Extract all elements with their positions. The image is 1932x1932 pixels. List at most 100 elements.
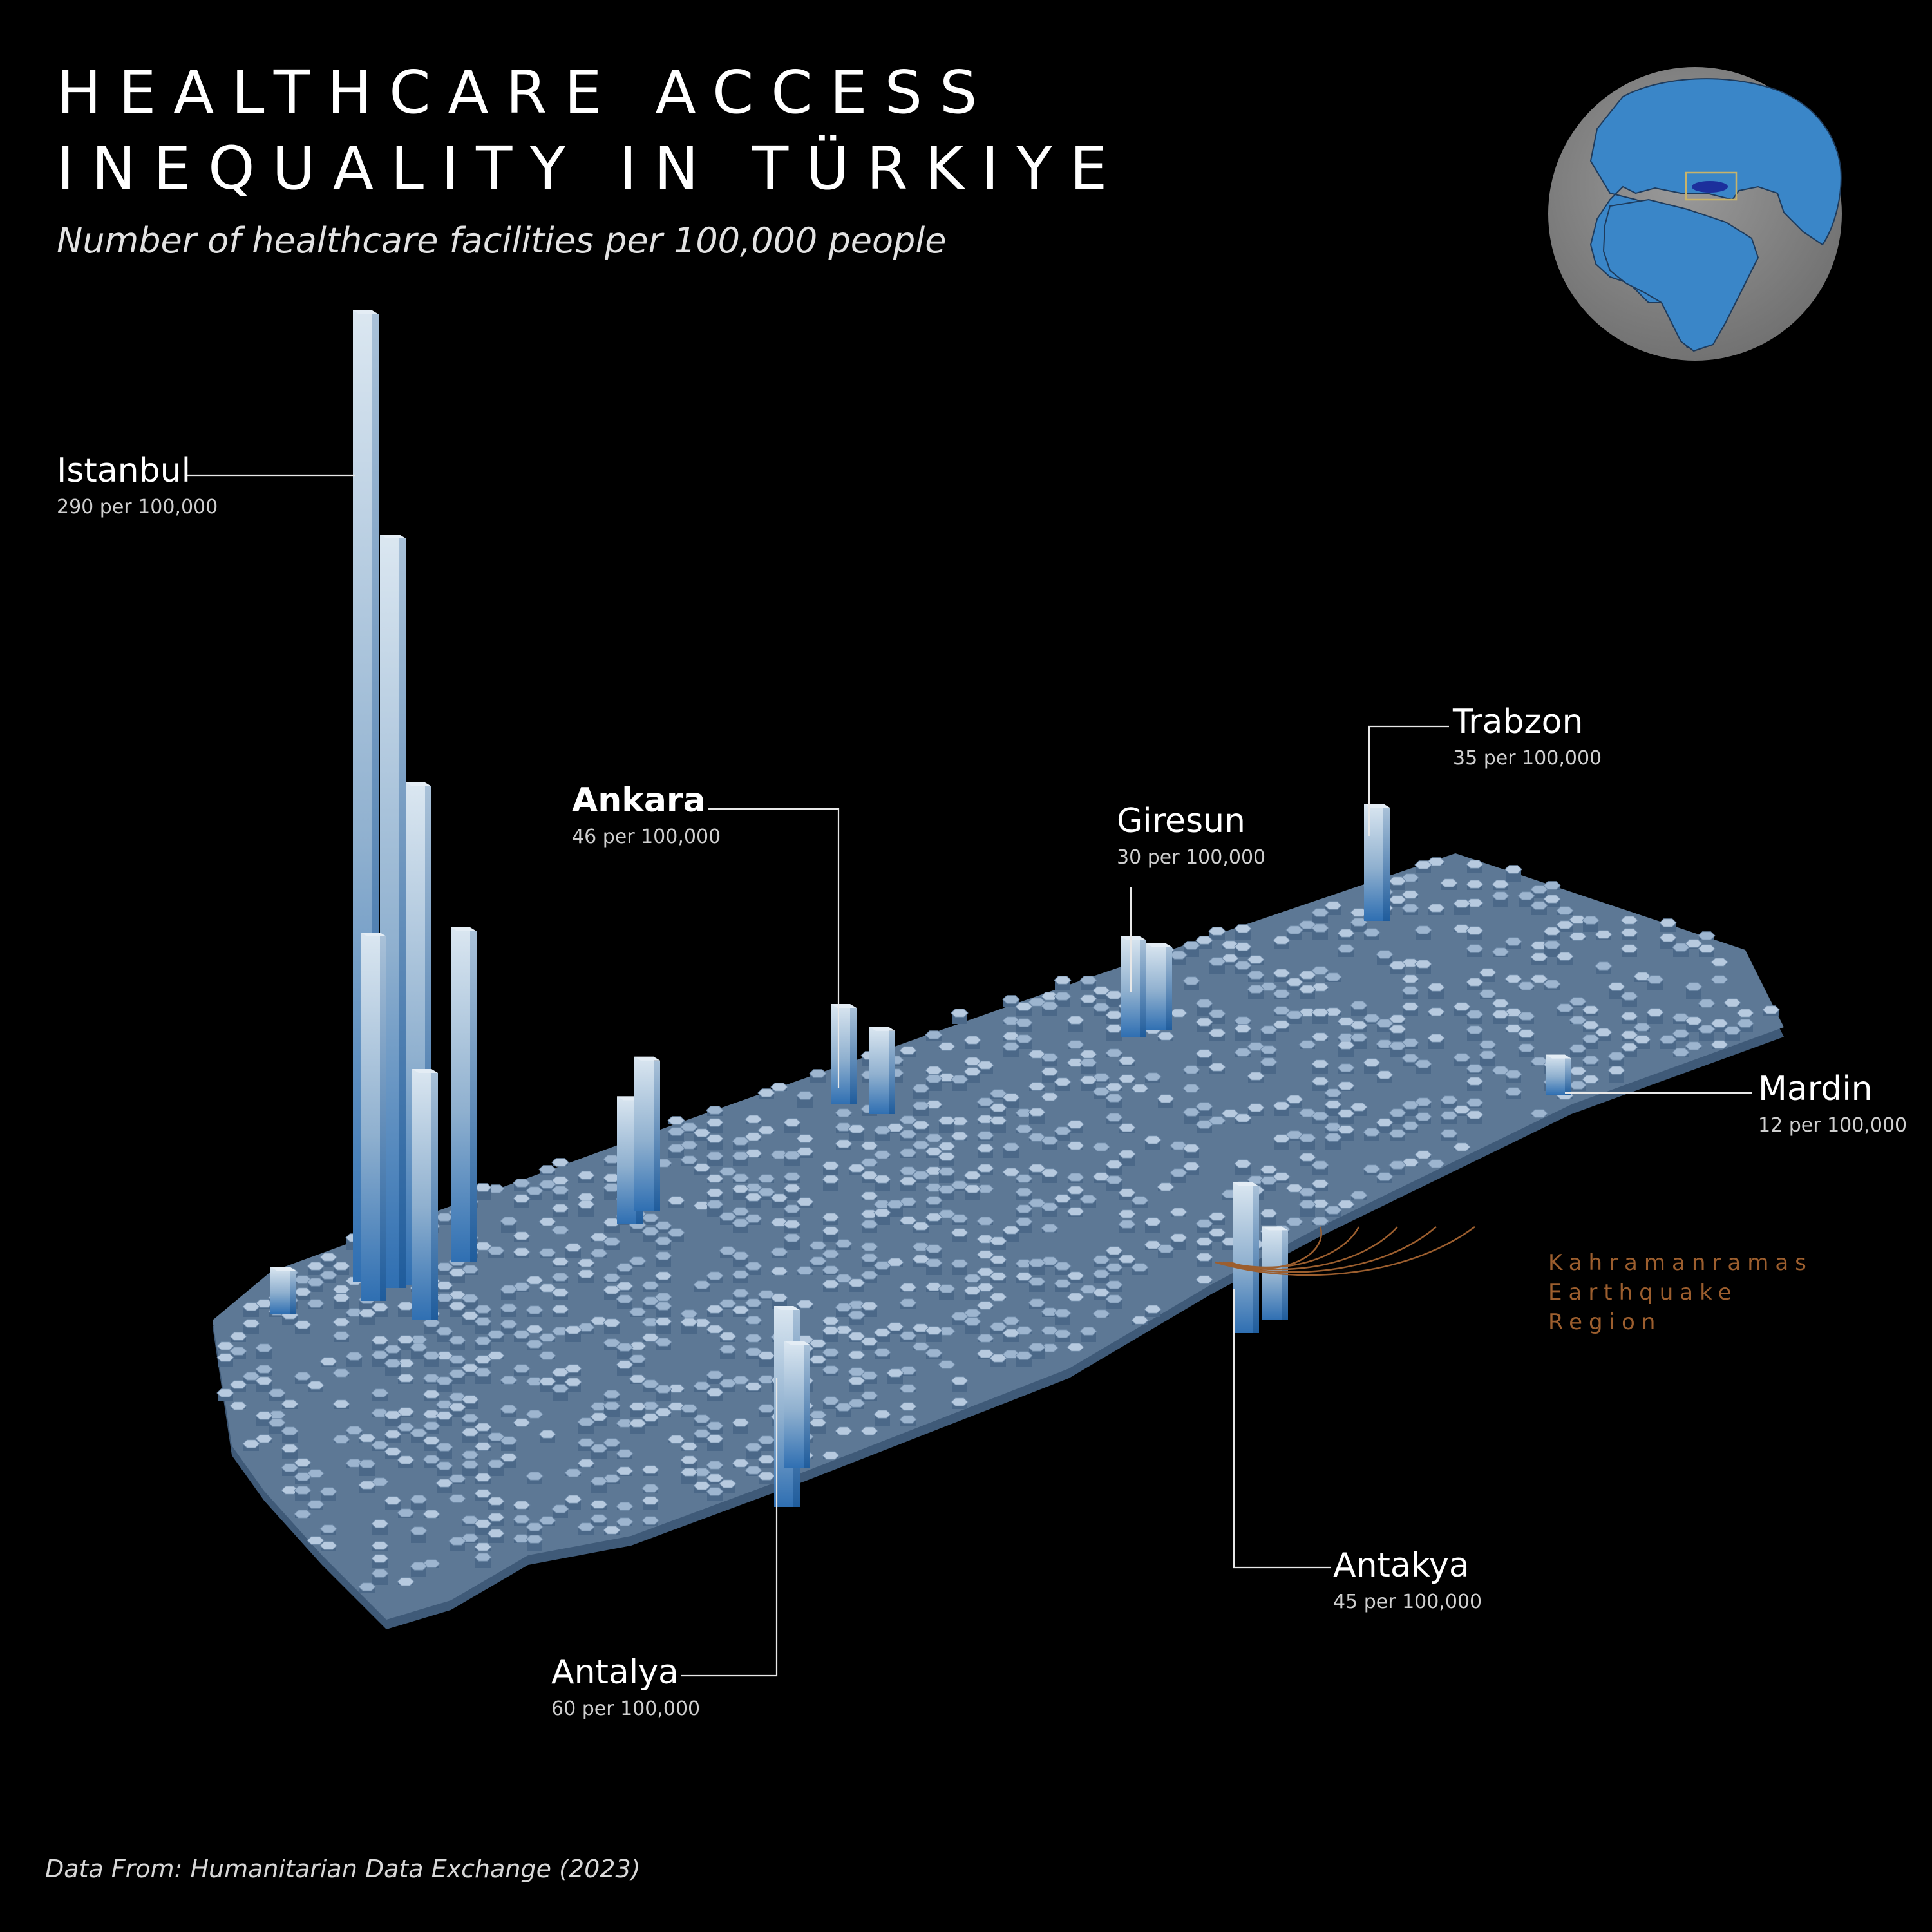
hex-cell <box>1569 915 1587 924</box>
hex-cell <box>1492 880 1510 889</box>
hex-cell <box>744 1193 762 1202</box>
hex-cell <box>1157 1244 1175 1253</box>
hex-cell <box>551 1327 569 1336</box>
hex-cell <box>848 1311 866 1320</box>
hex-cell <box>963 1274 981 1283</box>
hex-cell <box>551 1384 569 1393</box>
hex-cell <box>422 1351 440 1360</box>
hex-cell <box>912 1084 930 1093</box>
hex-cell <box>706 1370 724 1379</box>
hex-cell <box>654 1385 672 1394</box>
hex-cell <box>641 1465 659 1474</box>
spike-top <box>1364 804 1390 808</box>
hex-cell <box>925 1147 943 1156</box>
hex-cell <box>1504 865 1522 874</box>
hex-cell <box>693 1414 711 1423</box>
hex-cell <box>1646 975 1664 984</box>
hex-cell <box>474 1442 492 1451</box>
hex-cell <box>744 1466 762 1475</box>
hex-cell <box>1633 972 1651 981</box>
hex-cell <box>448 1403 466 1412</box>
hex-cell <box>1685 1041 1703 1050</box>
hex-cell <box>770 1193 788 1202</box>
hex-cell <box>1672 943 1690 952</box>
hex-cell <box>474 1553 492 1562</box>
hex-cell <box>500 1217 518 1226</box>
hex-cell <box>680 1468 698 1477</box>
hex-cell <box>319 1271 337 1280</box>
spike <box>1146 943 1172 1030</box>
spike-front <box>617 1096 636 1224</box>
hex-cell <box>1028 1050 1046 1059</box>
hex-cell <box>976 1334 994 1343</box>
leader-lines <box>185 474 1752 1677</box>
hex-cell <box>1041 1053 1059 1062</box>
hex-cell <box>1388 1108 1406 1117</box>
hex-cell <box>757 1351 775 1360</box>
hex-cell <box>873 1328 891 1337</box>
city-value: 35 per 100,000 <box>1453 746 1602 770</box>
hex-cell <box>1530 974 1548 983</box>
hex-cell <box>899 1402 917 1411</box>
hex-cell <box>371 1350 389 1359</box>
hex-cell <box>487 1513 505 1522</box>
hex-cell <box>384 1447 402 1456</box>
hex-cell <box>590 1412 608 1421</box>
hex-cell <box>1092 1269 1110 1278</box>
hex-cell <box>873 1175 891 1184</box>
hex-cell <box>951 1312 969 1321</box>
hex-cell <box>848 1332 866 1341</box>
hex-cell <box>925 1074 943 1083</box>
hex-cell <box>951 1132 969 1141</box>
hex-cell <box>680 1122 698 1132</box>
hex-cell <box>1324 901 1342 910</box>
spike-side <box>1140 940 1146 1037</box>
hex-cell <box>757 1472 775 1481</box>
hex-cell <box>1466 860 1484 869</box>
hex-cell <box>1453 899 1471 908</box>
hex-cell <box>963 1171 981 1180</box>
hex-cell <box>1041 1136 1059 1145</box>
hex-cell <box>1079 1327 1097 1336</box>
hex-cell <box>1105 1083 1123 1092</box>
hex-cell <box>1015 1018 1033 1027</box>
hex-cell <box>1324 1122 1342 1132</box>
spike-top <box>353 310 379 314</box>
hex-cell <box>1453 1002 1471 1011</box>
hex-cell <box>371 1541 389 1550</box>
hex-cell <box>783 1172 801 1181</box>
hex-cell <box>1543 895 1561 904</box>
hex-cell <box>1079 976 1097 985</box>
hex-cell <box>1015 1217 1033 1226</box>
hex-cell <box>1492 947 1510 956</box>
hex-cell <box>1685 982 1703 991</box>
hex-cell <box>603 1155 621 1164</box>
hex-cell <box>487 1330 505 1339</box>
hex-cell <box>757 1188 775 1197</box>
hex-cell <box>925 1244 943 1253</box>
hex-cell <box>1401 1121 1419 1130</box>
hex-cell <box>1582 1021 1600 1030</box>
hex-cell <box>899 1384 917 1393</box>
hex-cell <box>461 1363 479 1372</box>
hex-cell <box>938 1360 956 1369</box>
city-name: Trabzon <box>1453 703 1584 741</box>
hex-cell <box>1466 880 1484 889</box>
hex-cell <box>1569 932 1587 941</box>
hex-cell <box>603 1183 621 1192</box>
hex-cell <box>332 1435 350 1444</box>
hex-cell <box>1041 1307 1059 1316</box>
hex-cell <box>1479 1040 1497 1049</box>
spike-side <box>399 538 406 1288</box>
hex-cell <box>474 1183 492 1192</box>
hex-cell <box>1517 891 1535 900</box>
hex-cell <box>371 1303 389 1312</box>
hex-cell <box>757 1455 775 1464</box>
hex-cell <box>1208 1228 1226 1237</box>
hex-cell <box>1002 995 1020 1004</box>
hex-cell <box>577 1200 595 1209</box>
hex-cell <box>925 1133 943 1142</box>
hex-cell <box>809 1069 827 1078</box>
hex-cell <box>422 1455 440 1464</box>
hex-cell <box>1066 1040 1084 1049</box>
